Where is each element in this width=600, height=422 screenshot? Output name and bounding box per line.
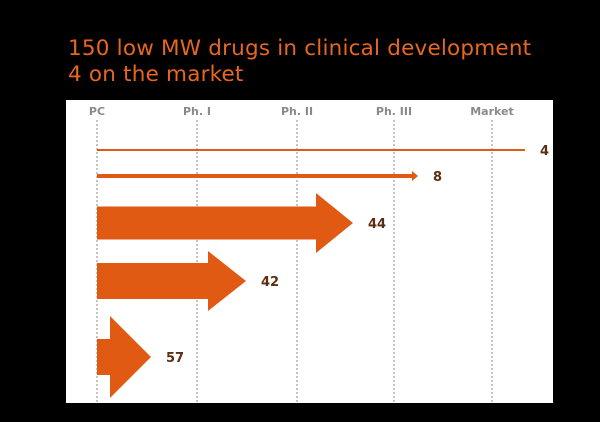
slide-title-line1: 150 low MW drugs in clinical development [68,36,532,61]
arrow-market [97,149,525,151]
value-label: 42 [261,275,279,290]
stage-label: Ph. II [281,105,313,118]
arrow-phiii [97,171,418,181]
stage-label: Market [470,105,514,118]
stage-label: Ph. III [376,105,412,118]
value-label: 57 [166,351,184,366]
arrow-phi [97,251,246,311]
arrow-pc [97,316,151,398]
arrow-phii [97,193,353,253]
stage-label: PC [89,105,105,118]
value-label: 44 [368,217,386,232]
stage-label: Ph. I [183,105,211,118]
value-label: 4 [540,144,549,159]
value-label: 8 [433,170,442,185]
slide-title-line2: 4 on the market [68,62,244,87]
